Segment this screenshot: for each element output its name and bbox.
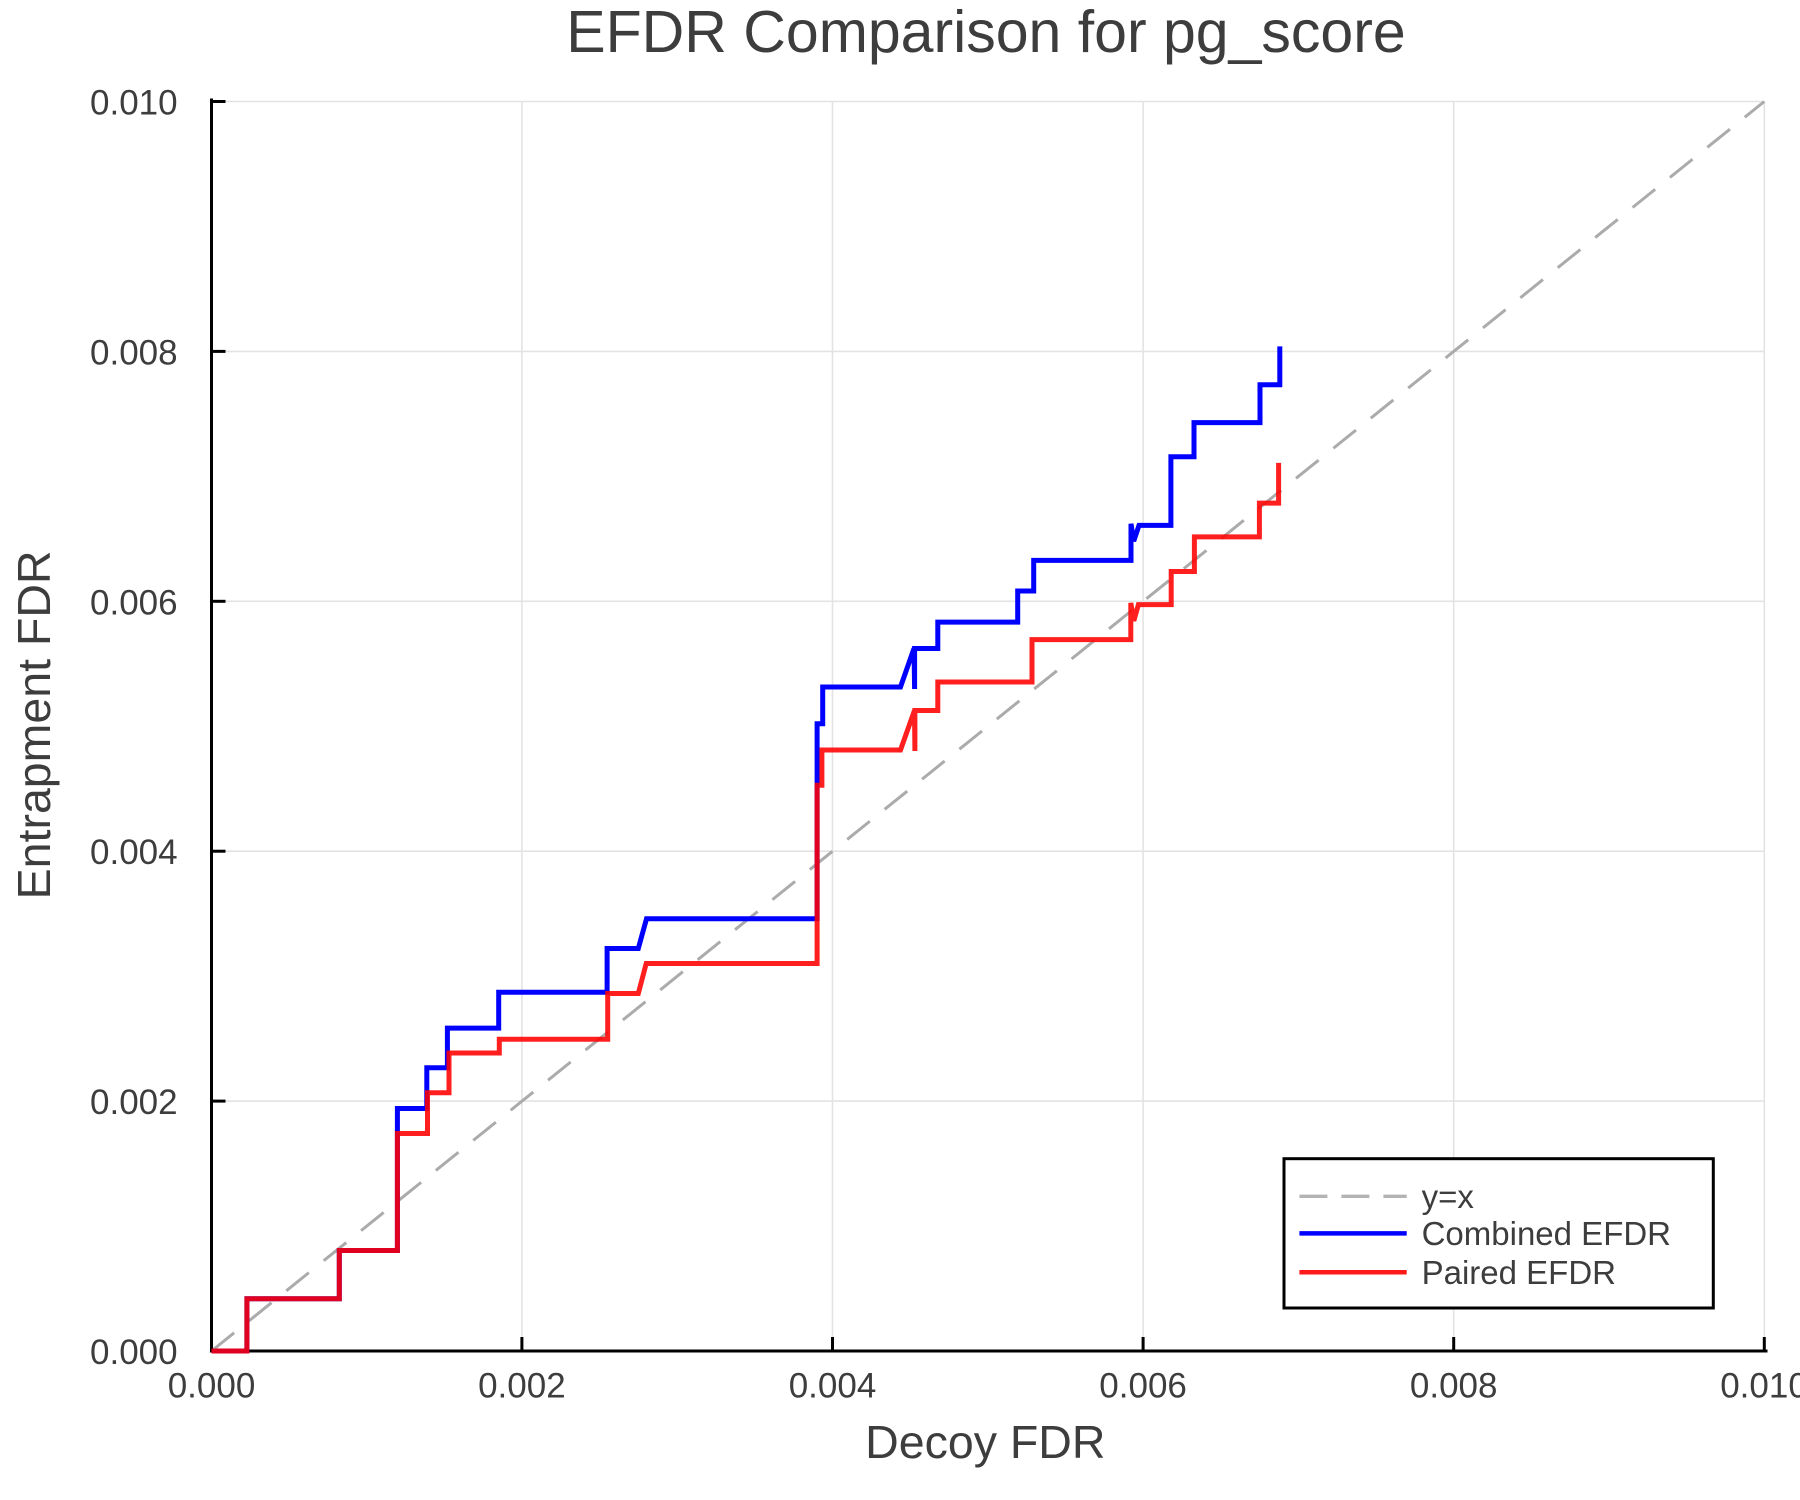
svg-text:0.004: 0.004 [789,1367,877,1406]
svg-text:Entrapment FDR: Entrapment FDR [8,550,60,899]
svg-text:0.006: 0.006 [1099,1367,1187,1406]
svg-text:0.008: 0.008 [1410,1367,1498,1406]
svg-text:0.006: 0.006 [90,583,178,622]
svg-text:Combined EFDR: Combined EFDR [1422,1215,1671,1252]
svg-text:0.002: 0.002 [478,1367,566,1406]
svg-text:Decoy FDR: Decoy FDR [865,1416,1105,1468]
svg-text:0.008: 0.008 [90,333,178,372]
svg-text:0.010: 0.010 [90,84,178,123]
svg-text:y=x: y=x [1422,1178,1475,1215]
svg-text:0.010: 0.010 [1720,1367,1800,1406]
svg-text:0.004: 0.004 [90,833,178,872]
svg-text:EFDR Comparison for pg_score: EFDR Comparison for pg_score [566,0,1405,65]
svg-text:0.002: 0.002 [90,1083,178,1122]
svg-text:0.000: 0.000 [168,1367,256,1406]
svg-text:Paired EFDR: Paired EFDR [1422,1254,1616,1291]
svg-text:0.000: 0.000 [90,1333,178,1372]
